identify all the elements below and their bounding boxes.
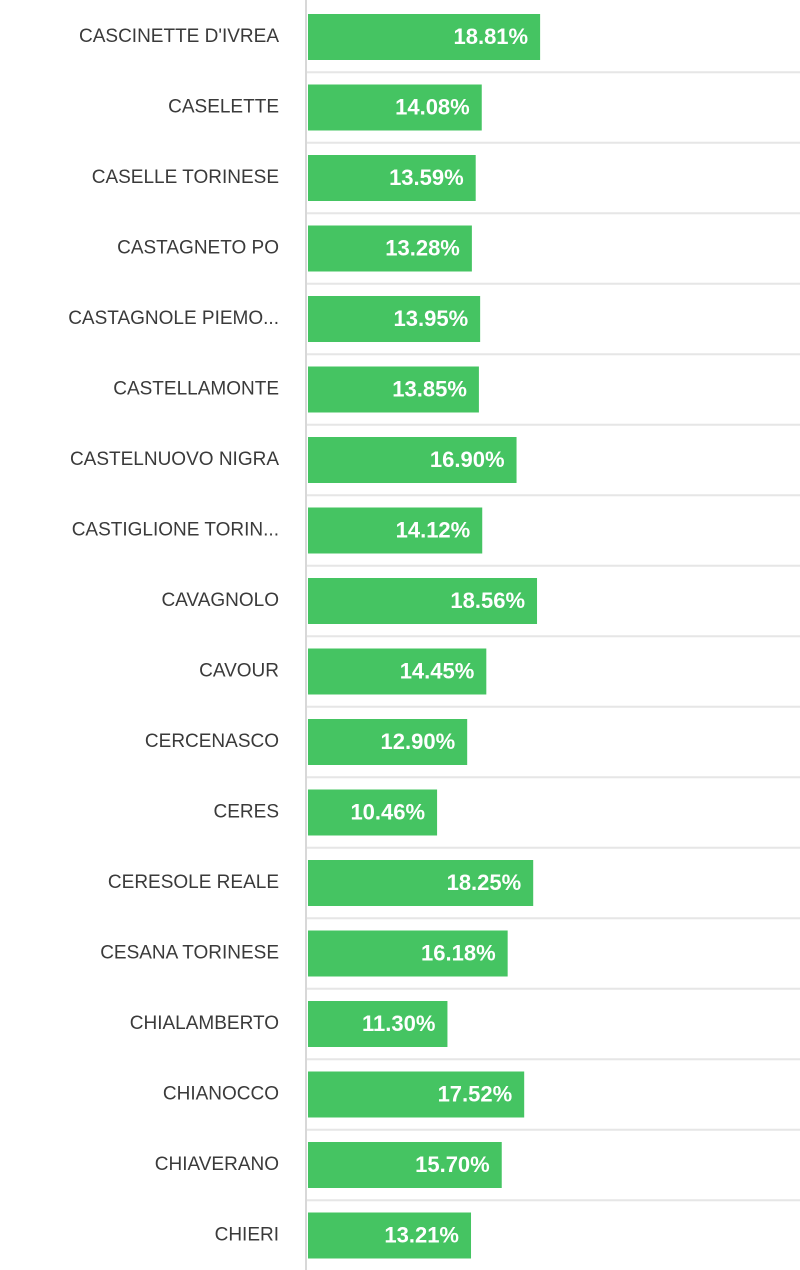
category-label: CERESOLE REALE — [108, 872, 279, 893]
bar-value-label: 13.28% — [385, 235, 460, 260]
category-label: CHIERI — [215, 1225, 279, 1246]
bar-value-label: 18.81% — [453, 24, 528, 49]
bar — [308, 1142, 502, 1188]
bar-value-label: 14.12% — [396, 517, 471, 542]
category-label: CASELLE TORINESE — [92, 167, 279, 188]
bar — [308, 507, 483, 554]
category-label: CASTAGNETO PO — [117, 238, 279, 259]
bar — [308, 648, 487, 695]
bar — [308, 930, 508, 977]
bar — [308, 1001, 448, 1047]
category-label: CERCENASCO — [145, 731, 279, 752]
bar-value-label: 18.56% — [450, 588, 525, 613]
bar-value-label: 15.70% — [415, 1152, 490, 1177]
bar — [308, 225, 472, 272]
bar — [308, 366, 479, 413]
category-label: CASTAGNOLE PIEMO... — [68, 308, 279, 329]
bar-value-label: 13.59% — [389, 165, 464, 190]
category-label: CASELETTE — [168, 97, 279, 118]
bar — [308, 860, 534, 906]
category-label: CAVAGNOLO — [161, 590, 279, 611]
bar — [308, 578, 538, 624]
bar — [308, 789, 438, 836]
bar-value-label: 12.90% — [381, 729, 456, 754]
bar-value-label: 18.25% — [447, 870, 522, 895]
category-label: CASTELNUOVO NIGRA — [70, 449, 279, 470]
bar — [308, 155, 476, 201]
category-label: CASTIGLIONE TORIN... — [72, 520, 279, 541]
category-label: CESANA TORINESE — [100, 943, 279, 964]
bar — [308, 719, 468, 765]
category-label: CAVOUR — [199, 661, 279, 682]
bar — [308, 1212, 472, 1259]
bar-value-label: 16.18% — [421, 940, 496, 965]
category-label: CERES — [214, 802, 279, 823]
bar-value-label: 16.90% — [430, 447, 505, 472]
bar-value-label: 13.95% — [394, 306, 469, 331]
category-label: CASTELLAMONTE — [113, 379, 279, 400]
bar-value-label: 10.46% — [350, 799, 425, 824]
bar — [308, 437, 517, 483]
bar — [308, 296, 481, 342]
bar-value-label: 13.85% — [392, 376, 467, 401]
category-label: CHIAVERANO — [155, 1154, 279, 1175]
bar — [308, 1071, 525, 1118]
category-label: CHIALAMBERTO — [130, 1013, 279, 1034]
category-label: CHIANOCCO — [163, 1084, 279, 1105]
bar-value-label: 14.45% — [400, 658, 475, 683]
bar-value-label: 11.30% — [362, 1011, 435, 1036]
bar — [308, 84, 482, 131]
category-label: CASCINETTE D'IVREA — [79, 26, 279, 47]
bar — [308, 14, 541, 60]
bar-value-label: 14.08% — [395, 94, 470, 119]
bar-value-label: 13.21% — [384, 1222, 459, 1247]
bar-value-label: 17.52% — [438, 1081, 513, 1106]
